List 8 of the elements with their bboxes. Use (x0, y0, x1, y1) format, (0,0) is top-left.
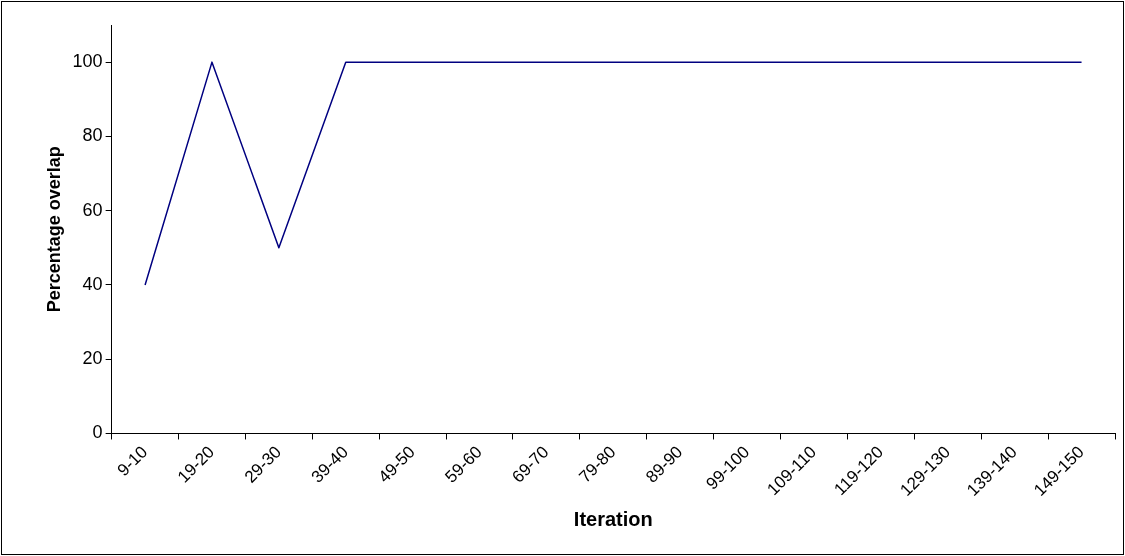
y-axis-title: Percentage overlap (43, 146, 64, 313)
y-tick-label: 0 (92, 422, 103, 443)
x-axis-title: Iteration (573, 507, 653, 530)
y-tick-label: 20 (82, 348, 103, 369)
y-tick-label: 40 (82, 273, 103, 294)
y-tick-label: 60 (82, 199, 103, 220)
y-tick-label: 80 (82, 125, 103, 146)
y-tick-label: 100 (72, 51, 103, 72)
